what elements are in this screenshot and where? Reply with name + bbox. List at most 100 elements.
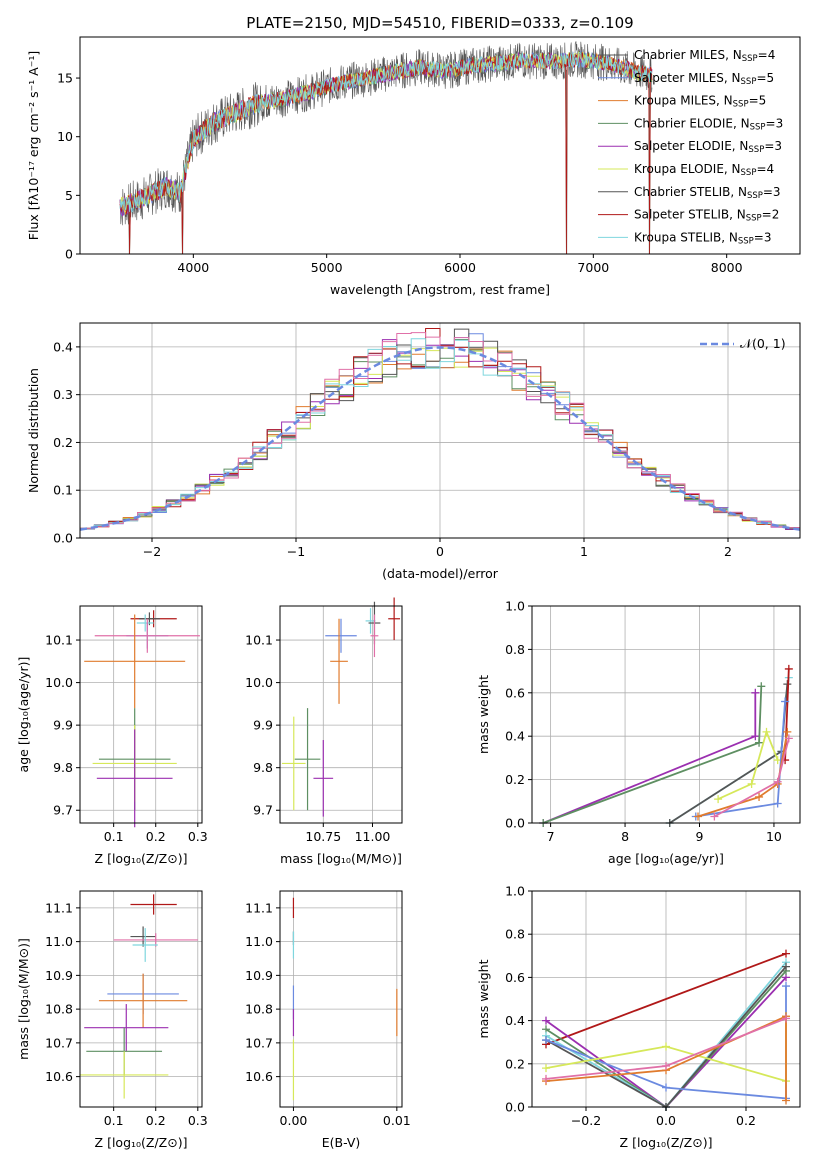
- x-axis-label: Z [log₁₀(Z/Z⊙)]: [620, 1135, 713, 1150]
- axes-frame: [79, 36, 801, 255]
- y-tick-label: 0.0: [53, 531, 73, 546]
- legend-entry: Salpeter MILES, NSSP=5: [634, 71, 774, 87]
- x-tick-label: 7000: [577, 260, 609, 275]
- legend-entry: Kroupa MILES, NSSP=5: [634, 94, 766, 110]
- weight-marker: [782, 962, 790, 971]
- legend-entry: Salpeter STELIB, NSSP=2: [634, 208, 779, 224]
- y-tick-label: 10.7: [245, 1035, 273, 1050]
- y-tick-label: 0.2: [505, 772, 525, 787]
- y-tick-label: 9.9: [53, 718, 73, 733]
- y-tick-label: 15: [57, 71, 73, 86]
- x-tick-label: 0.01: [383, 1113, 411, 1128]
- y-axis-label: age [log₁₀(age/yr)]: [16, 657, 31, 773]
- y-axis-label: mass [log₁₀(M/M⊙)]: [16, 938, 31, 1060]
- x-tick-label: 0.00: [280, 1113, 308, 1128]
- x-tick-label: 2: [724, 544, 732, 559]
- y-tick-label: 10.9: [245, 968, 273, 983]
- y-tick-label: 9.8: [253, 760, 273, 775]
- x-tick-label: 10.75: [305, 829, 341, 844]
- x-axis-label: E(B-V): [322, 1135, 361, 1150]
- y-tick-label: 10.0: [245, 675, 273, 690]
- histogram-series: [80, 332, 800, 530]
- weight-marker: [542, 1016, 550, 1025]
- y-tick-label: 0.2: [505, 1056, 525, 1071]
- y-tick-label: 11.0: [45, 934, 73, 949]
- y-tick-label: 0.0: [505, 816, 525, 831]
- y-tick-label: 10.6: [45, 1069, 73, 1084]
- x-tick-label: 6000: [444, 260, 476, 275]
- y-axis-label: mass weight: [476, 675, 491, 754]
- y-tick-label: 0.6: [505, 970, 525, 985]
- y-tick-label: 0.6: [505, 685, 525, 700]
- weight-marker: [542, 1074, 550, 1083]
- x-tick-label: 0.3: [188, 1113, 208, 1128]
- y-tick-label: 11.1: [245, 900, 273, 915]
- y-tick-label: 0.4: [53, 339, 73, 354]
- histogram-series: [80, 338, 800, 530]
- histograms: [80, 328, 800, 531]
- y-axis-label: Normed distribution: [26, 368, 41, 493]
- weight-marker: [542, 1036, 550, 1045]
- x-axis-label: wavelength [Angstrom, rest frame]: [330, 282, 550, 297]
- y-tick-label: 9.7: [53, 803, 73, 818]
- y-tick-label: 10: [57, 129, 73, 144]
- x-tick-label: 0.2: [146, 1113, 166, 1128]
- y-tick-label: 10.1: [45, 633, 73, 648]
- weight-marker: [662, 1042, 670, 1051]
- residuals-panel: −2 −1 0 1 2 0.0 0.1 0.2 0.3 0.4 (data-model)/error…: [26, 322, 801, 581]
- age-weight-panel: 7 8 9 10 0.0 0.2 0.4 0.6 0.8 1.0 age [log₁₀(age/yr…: [476, 599, 801, 866]
- y-axis-label: mass weight: [476, 959, 491, 1038]
- weight-marker: [751, 732, 760, 741]
- weight-marker: [757, 682, 766, 691]
- spectrum-panel: PLATE=2150, MJD=54510, FIBERID=0333, z=0…: [26, 14, 801, 297]
- x-axis-label: (data-model)/error: [382, 566, 499, 581]
- y-tick-label: 0.0: [505, 1100, 525, 1115]
- y-tick-label: 10.7: [45, 1035, 73, 1050]
- weight-marker: [783, 727, 792, 736]
- normal-curve: [80, 346, 800, 531]
- x-tick-label: 0.2: [146, 829, 166, 844]
- x-tick-label: 9: [696, 829, 704, 844]
- legend-entry: Kroupa ELODIE, NSSP=4: [634, 162, 774, 178]
- y-tick-label: 10.0: [45, 675, 73, 690]
- weight-marker: [782, 1096, 790, 1105]
- y-tick-label: 5: [65, 188, 73, 203]
- x-tick-label: −2: [143, 544, 161, 559]
- x-tick-label: 8000: [711, 260, 743, 275]
- y-tick-label: 1.0: [505, 599, 525, 614]
- weight-series: [697, 731, 789, 818]
- x-tick-label: 11.00: [355, 829, 391, 844]
- x-tick-label: 0: [436, 544, 444, 559]
- legend-entry: Chabrier ELODIE, NSSP=3: [634, 116, 783, 132]
- y-axis-label: Flux [fλ10⁻¹⁷ erg cm⁻² s⁻¹ A⁻¹]: [26, 51, 41, 240]
- weight-marker: [782, 1014, 790, 1023]
- x-tick-label: 0.3: [188, 829, 208, 844]
- weight-marker: [714, 795, 723, 804]
- x-tick-label: 0.1: [104, 1113, 124, 1128]
- weight-series: [717, 729, 779, 800]
- y-tick-label: 11.1: [45, 900, 73, 915]
- y-tick-label: 9.8: [53, 760, 73, 775]
- axes-frame: [79, 890, 203, 1108]
- weight-marker: [773, 799, 782, 808]
- weight-series: [542, 692, 757, 824]
- x-axis-label: mass [log₁₀(M/M⊙)]: [280, 851, 402, 866]
- weight-marker: [762, 727, 771, 736]
- x-tick-label: 0.0: [656, 1113, 676, 1128]
- x-tick-label: 1: [580, 544, 588, 559]
- weight-marker: [662, 1061, 670, 1070]
- axes-frame: [79, 605, 203, 824]
- chart-title: PLATE=2150, MJD=54510, FIBERID=0333, z=0…: [246, 14, 633, 32]
- weight-marker: [755, 792, 764, 801]
- weight-series: [545, 952, 787, 1046]
- weight-marker: [542, 1064, 550, 1073]
- x-tick-label: −0.2: [571, 1113, 601, 1128]
- x-tick-label: 5000: [311, 260, 343, 275]
- weight-marker: [784, 664, 793, 673]
- weight-marker: [751, 688, 760, 697]
- spectrum-line: [119, 51, 653, 213]
- y-tick-label: 0.4: [505, 729, 525, 744]
- spectrum-lines: [119, 41, 653, 254]
- Z-mass-panel: 0.1 0.2 0.3 10.6 10.7 10.8 10.9 11.0 11.1 Z [log₁…: [16, 890, 208, 1150]
